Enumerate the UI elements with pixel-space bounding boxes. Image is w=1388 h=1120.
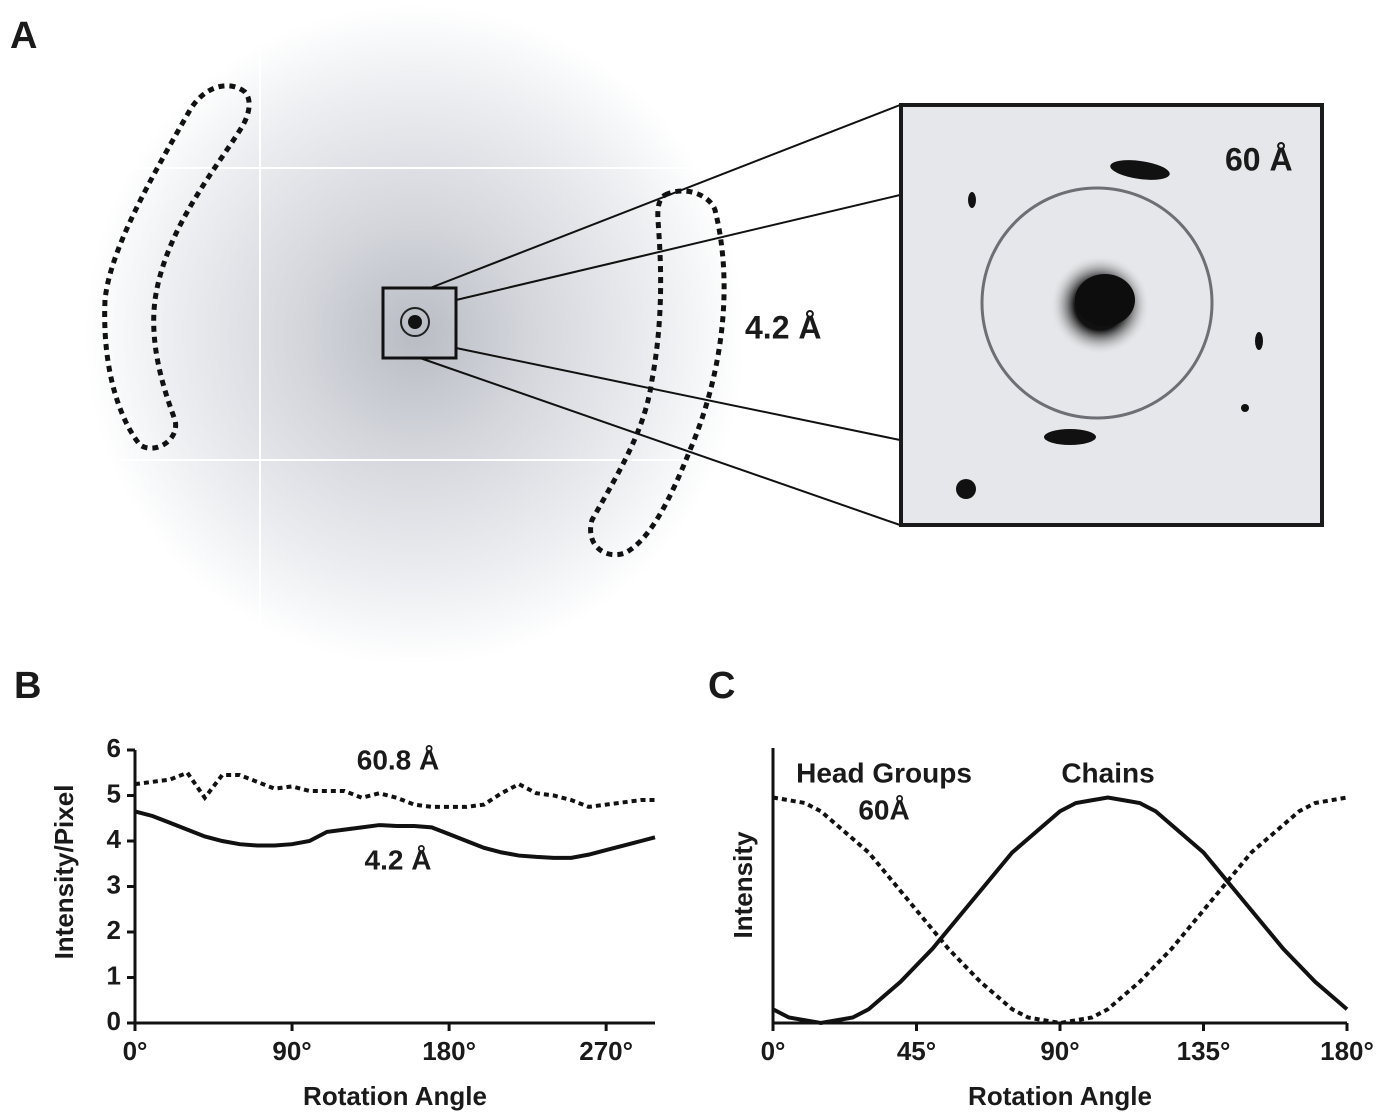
series-label: Chains — [1061, 757, 1154, 788]
x-tick-label: 135° — [1177, 1036, 1231, 1066]
series-label: Head Groups — [796, 757, 972, 788]
y-axis-label: Intensity/Pixel — [49, 785, 79, 960]
y-axis-label: Intensity — [728, 831, 758, 938]
x-tick-label: 0° — [123, 1036, 148, 1066]
x-tick-label: 45° — [897, 1036, 936, 1066]
series-label: 4.2 Å — [365, 844, 432, 875]
x-tick-label: 180° — [422, 1036, 476, 1066]
inset-label: 60 Å — [1225, 141, 1293, 177]
x-tick-label: 270° — [579, 1036, 633, 1066]
x-tick-label: 180° — [1320, 1036, 1374, 1066]
y-tick-label: 1 — [107, 960, 121, 990]
y-tick-label: 6 — [107, 733, 121, 763]
y-tick-label: 2 — [107, 915, 121, 945]
figure: A 4.2 Å 60 Å B 0 1 2 3 4 5 6 0° 90° 180° 270° Rotati… — [0, 0, 1388, 1120]
x-axis-label: Rotation Angle — [303, 1081, 487, 1111]
series-line — [773, 798, 1347, 1024]
panel-label: A — [10, 15, 37, 57]
x-tick-label: 90° — [272, 1036, 311, 1066]
x-tick-label: 0° — [761, 1036, 786, 1066]
y-tick-label: 0 — [107, 1006, 121, 1036]
panel-label: C — [708, 665, 735, 707]
series-line — [773, 798, 1347, 1024]
series-line — [135, 773, 655, 807]
y-tick-label: 4 — [107, 824, 122, 854]
annotation: 60Å — [858, 794, 909, 825]
y-tick-label: 3 — [107, 869, 121, 899]
x-axis-label: Rotation Angle — [968, 1081, 1152, 1111]
panel-label: B — [14, 665, 41, 707]
y-tick-label: 5 — [107, 778, 121, 808]
x-tick-label: 90° — [1040, 1036, 1079, 1066]
ring-label: 4.2 Å — [745, 309, 821, 345]
series-label: 60.8 Å — [357, 744, 440, 775]
